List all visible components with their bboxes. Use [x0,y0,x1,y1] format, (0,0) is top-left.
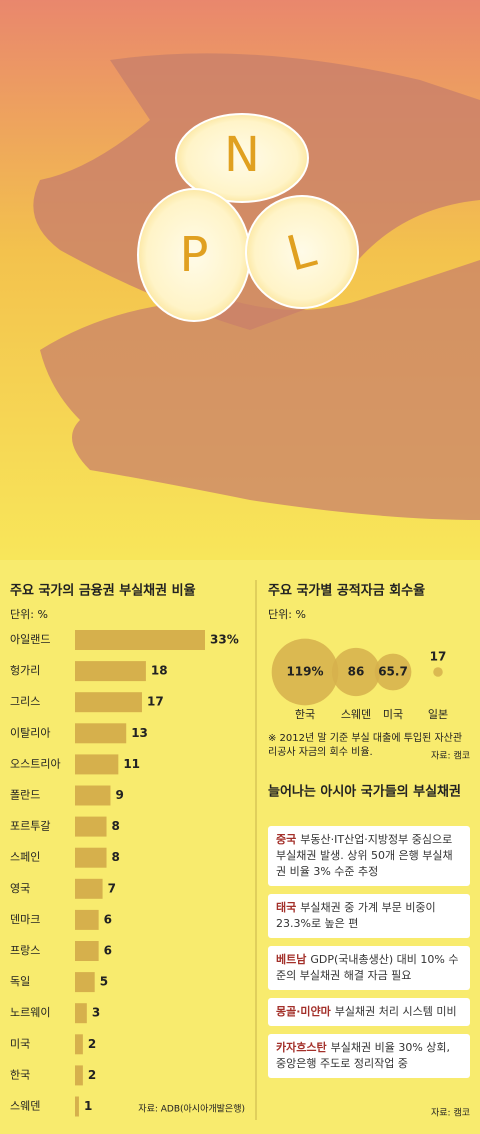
value-label: 5 [100,975,108,989]
value-label: 8 [112,819,120,833]
country: 중국 [276,833,297,846]
x-tick-label: 미국 [383,708,403,721]
bar [75,816,107,837]
bar [75,847,107,868]
bar [75,785,111,806]
bar [75,1003,87,1024]
unit: 단위: % [10,608,48,621]
source: 자료: 캠코 [431,750,470,762]
value-label: 119% [286,665,323,679]
description: GDP(국내총생산) 대비 10% 수준의 부실채권 해결 자금 필요 [276,953,459,982]
description: 부동산·IT산업·지방정부 중심으로 부실채권 발생. 상위 50개 은행 부실… [276,833,453,878]
chart-title: 주요 국가별 공적자금 회수율 [268,583,425,599]
y-tick-label: 영국 [10,882,30,895]
hand-lower [40,260,480,520]
value-label: 7 [108,881,116,895]
value-label: 17 [430,650,447,664]
bar [75,692,142,713]
asia-boxes: 중국 부동산·IT산업·지방정부 중심으로 부실채권 발생. 상위 50개 은행 … [268,826,470,1086]
bar [75,1034,83,1055]
y-tick-label: 노르웨이 [10,1006,50,1019]
bar [75,909,99,930]
bar [75,630,205,650]
value-label: 86 [348,665,365,679]
bar [75,754,119,775]
y-tick-label: 이탈리아 [10,726,50,739]
bar [75,941,99,961]
x-tick-label: 스웨덴 [341,708,371,721]
description: 부실채권 중 가계 부문 비중이 23.3%로 높은 편 [276,901,436,930]
eggs: N P L [137,113,359,322]
bar [75,661,146,682]
country: 태국 [276,901,297,914]
value-label: 9 [115,788,123,802]
y-tick-label: 헝가리 [10,664,40,677]
bar [75,723,127,744]
chart-title: 주요 국가의 금융권 부실채권 비율 [10,583,196,599]
note-line: ※ 2012년 말 기준 부실 대출에 투입된 자산관 [268,731,462,744]
x-tick-label: 일본 [428,707,448,721]
y-tick-label: 오스트리아 [10,757,61,770]
bubble [271,638,339,706]
y-tick-label: 스웨덴 [10,1100,40,1113]
bar [75,1096,79,1117]
source: 자료: ADB(아시아개발은행) [138,1103,245,1115]
bar [75,878,103,899]
y-tick-label: 덴마크 [10,913,40,926]
source: 자료: 캠코 [431,1107,470,1119]
value-label: 18 [151,664,168,678]
y-tick-label: 독일 [10,974,30,988]
y-tick-label: 그리스 [10,695,40,708]
egg-letter: P [180,227,209,283]
egg [245,195,359,309]
country: 몽골·미얀마 [276,1005,331,1018]
asia-box: 카자흐스탄 부실채권 비율 30% 상회, 중앙은행 주도로 정리작업 중 [268,1034,470,1078]
country: 카자흐스탄 [276,1041,327,1054]
bubble [433,667,443,677]
unit: 단위: % [268,608,306,621]
y-tick-label: 폴란드 [10,789,40,802]
y-tick-label: 스페인 [10,851,40,864]
value-label: 65.7 [378,665,408,679]
value-label: 13 [131,726,148,740]
note-line: 리공사 자금의 회수 비율. [268,746,373,758]
asia-box: 중국 부동산·IT산업·지방정부 중심으로 부실채권 발생. 상위 50개 은행 … [268,826,470,886]
bubble [331,647,381,697]
value-label: 2 [88,1068,96,1082]
description: 부실채권 비율 30% 상회, 중앙은행 주도로 정리작업 중 [276,1041,451,1070]
egg [175,113,309,203]
country: 베트남 [276,953,307,966]
x-tick-label: 한국 [295,708,315,721]
value-label: 6 [104,944,112,958]
value-label: 17 [147,695,164,709]
bar [75,1065,83,1086]
description: 부실채권 처리 시스템 미비 [334,1005,457,1018]
value-label: 33% [210,633,239,647]
y-tick-label: 미국 [10,1037,30,1050]
y-tick-label: 프랑스 [10,944,40,957]
value-label: 11 [123,757,140,771]
bubble [374,653,412,691]
asia-box: 태국 부실채권 중 가계 부문 비중이 23.3%로 높은 편 [268,894,470,938]
asia-box: 베트남 GDP(국내총생산) 대비 10% 수준의 부실채권 해결 자금 필요 [268,946,470,990]
value-label: 2 [88,1037,96,1051]
value-label: 8 [112,850,120,864]
y-tick-label: 아일랜드 [10,632,50,646]
value-label: 1 [84,1099,92,1113]
asia-box: 몽골·미얀마 부실채권 처리 시스템 미비 [268,998,470,1026]
value-label: 6 [104,912,112,926]
y-tick-label: 한국 [10,1068,30,1081]
y-tick-label: 포르투갈 [10,819,50,833]
bar [75,972,95,993]
egg-letter: N [224,127,260,183]
section-title: 늘어나는 아시아 국가들의 부실채권 [268,784,461,800]
value-label: 3 [92,1006,100,1020]
